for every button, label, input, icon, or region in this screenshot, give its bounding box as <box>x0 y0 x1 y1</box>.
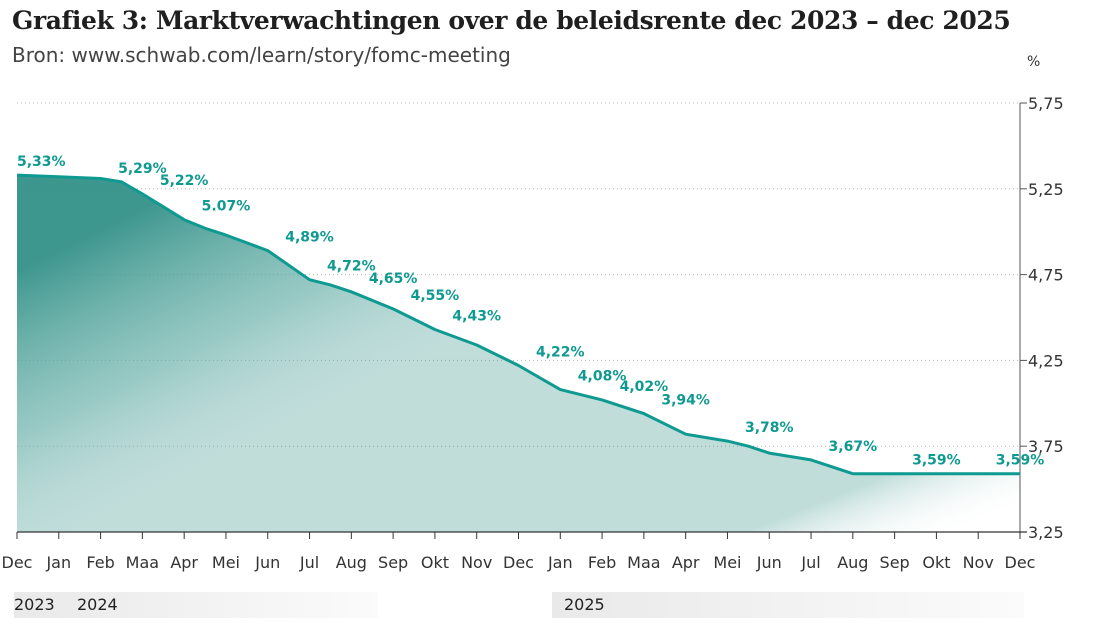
x-tick-label: Feb <box>86 553 114 572</box>
x-tick-label: Maa <box>627 553 660 572</box>
data-label: 3,59% <box>912 453 961 469</box>
y-tick-label: 4,75 <box>1028 266 1064 285</box>
x-tick-label: Jun <box>756 553 782 572</box>
x-tick-label: Apr <box>672 553 700 572</box>
series-line-layer <box>16 173 1020 476</box>
y-axis-unit: % <box>1027 54 1041 70</box>
data-label: 4,43% <box>452 309 501 325</box>
x-tick-label: Okt <box>421 553 449 572</box>
y-tick-label: 4,25 <box>1028 351 1064 370</box>
data-label: 5,29% <box>118 161 167 177</box>
axes <box>16 102 1027 539</box>
x-tick-label: Aug <box>336 553 367 572</box>
x-tick-label: Nov <box>963 553 994 572</box>
x-tick-label: Maa <box>126 553 159 572</box>
data-label: 4,55% <box>411 288 460 304</box>
x-tick-label: Sep <box>880 553 910 572</box>
chart-source: Bron: www.schwab.com/learn/story/fomc-me… <box>12 43 511 67</box>
series-line <box>16 173 1020 476</box>
data-label: 4,08% <box>578 369 627 385</box>
area-fill-tail <box>17 175 1020 532</box>
data-label: 3,67% <box>829 439 878 455</box>
x-tick-label: Jul <box>800 553 820 572</box>
data-label: 4,22% <box>536 345 585 361</box>
x-tick-label: Dec <box>1005 553 1036 572</box>
x-tick-label: Mei <box>212 553 240 572</box>
x-tick-label: Jun <box>254 553 280 572</box>
x-tick-label: Sep <box>378 553 408 572</box>
x-tick-label: Feb <box>588 553 616 572</box>
data-label: 4,72% <box>327 259 376 275</box>
year-label-2024: 2024 <box>77 595 118 614</box>
year-label-2025: 2025 <box>564 595 605 614</box>
area-fill-layer <box>17 175 1020 532</box>
data-label: 3,78% <box>745 420 794 436</box>
x-tick-label: Apr <box>170 553 198 572</box>
x-tick-label: Dec <box>2 553 33 572</box>
tick-labels: 5,75 5,25 4,75 4,25 3,75 3,25 Dec Jan Feb Maa Apr M… <box>2 94 1064 572</box>
year-band-2023-2024 <box>14 592 378 618</box>
data-label: 3,94% <box>661 393 710 409</box>
x-tick-label: Aug <box>837 553 868 572</box>
data-label: 5,22% <box>160 173 209 189</box>
x-tick-label: Jan <box>45 553 71 572</box>
x-tick-label: Okt <box>922 553 950 572</box>
data-label: 4,02% <box>620 379 669 395</box>
data-label: 5,33% <box>17 154 66 170</box>
x-tick-label: Jan <box>547 553 573 572</box>
data-label: 3,59% <box>996 453 1045 469</box>
x-tick-label: Nov <box>461 553 492 572</box>
data-labels: 5,33% 5,29%5,22% 5.07% 4,89% 4,72%4,65%4,55%… <box>17 154 1044 469</box>
x-tick-label: Mei <box>713 553 741 572</box>
y-tick-label: 5,75 <box>1028 94 1064 113</box>
data-label: 4,65% <box>369 271 418 287</box>
year-label-2023: 2023 <box>14 595 55 614</box>
year-band-2025 <box>552 592 1024 618</box>
data-label: 4,89% <box>285 230 334 246</box>
y-tick-label: 3,75 <box>1028 437 1064 456</box>
data-label: 5.07% <box>202 199 251 215</box>
chart-title: Grafiek 3: Marktverwachtingen over de be… <box>12 6 1011 35</box>
x-tick-label: Jul <box>299 553 319 572</box>
y-tick-label: 3,25 <box>1028 523 1064 542</box>
y-tick-label: 5,25 <box>1028 180 1064 199</box>
x-tick-label: Dec <box>503 553 534 572</box>
